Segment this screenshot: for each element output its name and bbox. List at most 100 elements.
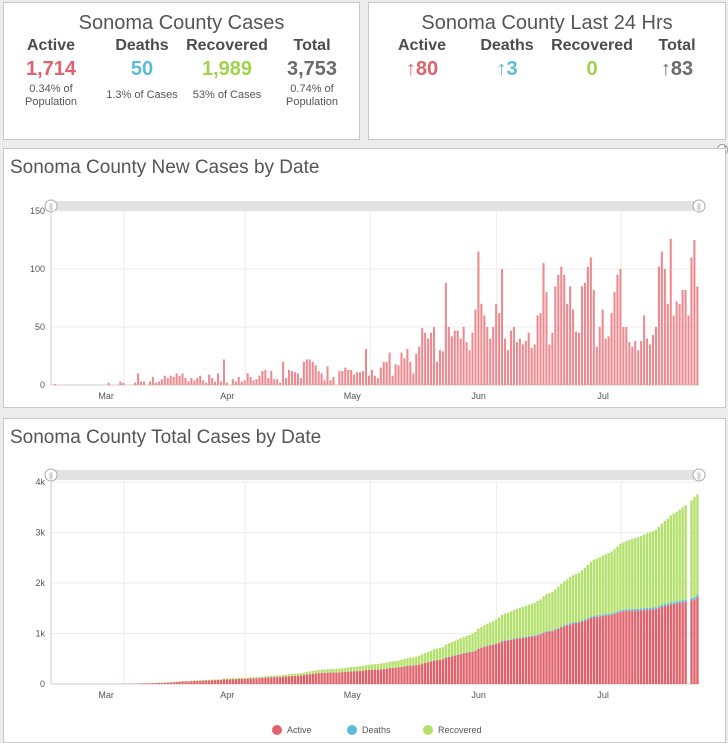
new-cases-bar bbox=[151, 376, 154, 385]
deaths-bar-segment bbox=[506, 639, 510, 641]
new-cases-bar bbox=[140, 381, 143, 385]
new-cases-bar bbox=[279, 382, 282, 385]
active-bar-segment bbox=[403, 666, 406, 684]
recovered-bar-segment bbox=[385, 662, 388, 669]
active-bar-segment bbox=[642, 609, 646, 684]
last24-recovered: Recovered 0 bbox=[549, 37, 635, 81]
deaths-bar-segment bbox=[560, 626, 563, 628]
active-bar-segment bbox=[249, 678, 252, 684]
new-cases-bar bbox=[370, 369, 373, 385]
new-cases-bar bbox=[462, 327, 465, 385]
active-bar-segment bbox=[287, 676, 291, 684]
last24-title: Sonoma County Last 24 Hrs bbox=[421, 12, 673, 34]
new-cases-bar bbox=[293, 372, 296, 385]
new-cases-bar bbox=[509, 330, 512, 385]
active-bar-segment bbox=[610, 614, 613, 684]
stat-recovered-sub1: 53% of Cases bbox=[192, 89, 262, 101]
slider-handle-right[interactable] bbox=[692, 468, 706, 482]
active-bar-segment bbox=[586, 619, 590, 684]
recovered-bar-segment bbox=[228, 678, 232, 680]
active-bar-segment bbox=[456, 654, 459, 684]
active-bar-segment bbox=[169, 682, 172, 684]
new-cases-bar bbox=[296, 373, 299, 385]
recovered-bar-segment bbox=[432, 649, 436, 661]
last24-total: Total ↑83 bbox=[649, 37, 705, 81]
active-bar-segment bbox=[320, 673, 323, 684]
new-cases-bar bbox=[202, 380, 205, 385]
new-cases-bar bbox=[628, 342, 631, 385]
active-bar-segment bbox=[284, 676, 288, 684]
deaths-bar-segment bbox=[663, 604, 667, 607]
new-cases-bar bbox=[592, 289, 595, 385]
new-cases-bar bbox=[264, 369, 267, 385]
active-bar-segment bbox=[592, 617, 596, 684]
new-cases-bar bbox=[379, 367, 382, 385]
recovered-bar-segment bbox=[471, 633, 474, 652]
deaths-bar-segment bbox=[666, 603, 670, 606]
recovered-bar-segment bbox=[438, 647, 442, 660]
new-cases-bar bbox=[311, 361, 314, 385]
recovered-bar-segment bbox=[426, 651, 430, 662]
new-cases-bar bbox=[432, 327, 436, 385]
new-cases-bar bbox=[619, 269, 622, 385]
active-bar-segment bbox=[497, 642, 501, 684]
active-bar-segment bbox=[246, 678, 249, 684]
new-cases-bar bbox=[560, 266, 563, 385]
active-bar-segment bbox=[370, 669, 374, 684]
recovered-bar-segment bbox=[672, 513, 675, 602]
recovered-bar-segment bbox=[397, 660, 400, 668]
slider-handle-left[interactable] bbox=[44, 468, 58, 482]
deaths-bar-segment bbox=[551, 630, 554, 632]
recovered-bar-segment bbox=[279, 675, 282, 678]
recovered-bar-segment bbox=[450, 642, 454, 657]
active-bar-segment bbox=[500, 641, 504, 684]
recovered-bar-segment bbox=[412, 657, 415, 666]
new-cases-bar bbox=[225, 382, 228, 385]
active-bar-segment bbox=[276, 677, 279, 684]
active-bar-segment bbox=[358, 670, 362, 684]
range-slider[interactable] bbox=[51, 201, 699, 211]
active-bar-segment bbox=[308, 674, 311, 684]
deaths-bar-segment bbox=[637, 608, 640, 611]
new-cases-bar bbox=[359, 372, 362, 385]
legend-swatch bbox=[423, 725, 433, 735]
active-bar-segment bbox=[619, 611, 622, 684]
recovered-bar-segment bbox=[601, 555, 604, 615]
recovered-bar-segment bbox=[355, 666, 359, 671]
active-bar-segment bbox=[228, 679, 232, 684]
deaths-bar-segment bbox=[654, 607, 658, 610]
active-bar-segment bbox=[477, 648, 480, 684]
recovered-bar-segment bbox=[429, 650, 433, 662]
slider-handle-right[interactable] bbox=[692, 199, 706, 213]
new-cases-bar bbox=[521, 344, 524, 385]
new-cases-bar bbox=[506, 350, 510, 385]
new-cases-bar bbox=[205, 382, 208, 385]
recovered-bar-segment bbox=[353, 666, 356, 672]
new-cases-bar bbox=[329, 380, 332, 385]
recovered-bar-segment bbox=[660, 523, 664, 605]
recovered-bar-segment bbox=[213, 679, 217, 681]
new-cases-bar bbox=[512, 327, 515, 385]
new-cases-bar bbox=[406, 349, 409, 385]
deaths-bar-segment bbox=[586, 618, 590, 620]
deaths-bar-segment bbox=[660, 604, 664, 607]
recovered-bar-segment bbox=[524, 605, 527, 637]
deaths-bar-segment bbox=[634, 608, 637, 611]
new-cases-bar bbox=[554, 286, 557, 385]
recovered-bar-segment bbox=[480, 626, 483, 648]
active-bar-segment bbox=[394, 667, 397, 684]
recovered-bar-segment bbox=[542, 596, 545, 633]
recovered-bar-segment bbox=[418, 655, 421, 665]
new-cases-bar bbox=[501, 269, 504, 385]
recovered-bar-segment bbox=[598, 557, 601, 616]
range-slider[interactable] bbox=[51, 470, 699, 480]
active-bar-segment bbox=[199, 680, 202, 684]
new-cases-bar bbox=[184, 378, 187, 385]
new-cases-bar bbox=[566, 303, 569, 385]
new-cases-bar bbox=[604, 338, 607, 385]
active-bar-segment bbox=[560, 627, 563, 684]
recovered-bar-segment bbox=[231, 678, 235, 680]
recovered-bar-segment bbox=[388, 661, 391, 668]
active-bar-segment bbox=[512, 639, 516, 684]
active-bar-segment bbox=[202, 680, 205, 684]
